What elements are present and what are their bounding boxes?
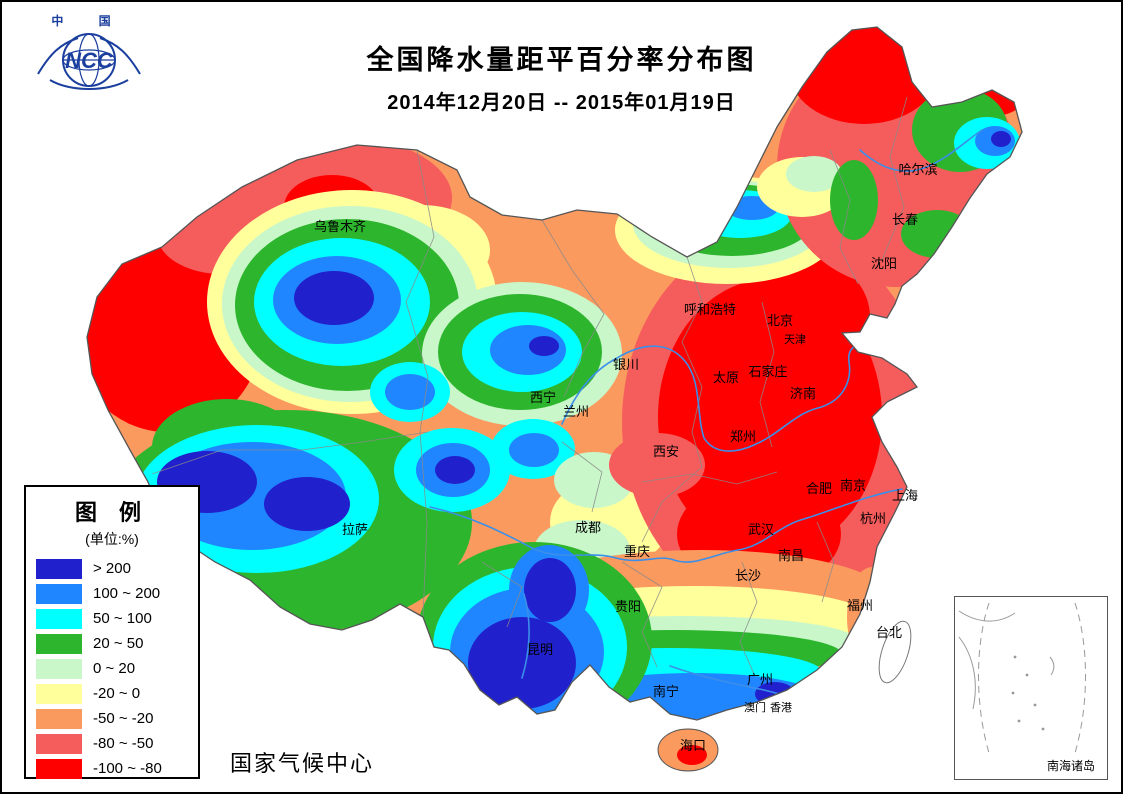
city-label: 南昌 — [778, 548, 804, 563]
city-label: 拉萨 — [342, 522, 368, 537]
south-china-sea-inset: 南海诸岛 — [954, 596, 1108, 780]
legend-box: 图 例 (单位:%) > 200 100 ~ 200 50 ~ 100 20 ~… — [24, 485, 200, 779]
city-label: 澳门 — [744, 700, 766, 714]
city-label: 太原 — [713, 370, 739, 385]
city-label: 哈尔滨 — [898, 162, 937, 177]
agency-name: 国家气候中心 — [230, 751, 375, 776]
city-label: 台北 — [876, 625, 902, 640]
legend-swatch — [36, 633, 82, 654]
legend-swatch — [36, 708, 82, 729]
legend-row: > 200 — [26, 556, 198, 581]
city-label: 福州 — [847, 598, 873, 613]
city-label: 乌鲁木齐 — [314, 219, 366, 234]
legend-label: 50 ~ 100 — [93, 610, 152, 627]
city-label: 西安 — [653, 444, 679, 459]
legend-rows: > 200 100 ~ 200 50 ~ 100 20 ~ 50 0 ~ 20 … — [26, 556, 198, 781]
legend-label: -100 ~ -80 — [93, 760, 162, 777]
city-label: 武汉 — [748, 522, 774, 537]
city-label: 合肥 — [806, 481, 832, 496]
city-label: 北京 — [767, 313, 793, 328]
city-label: 天津 — [784, 333, 806, 346]
city-label: 海口 — [680, 738, 706, 753]
legend-row: -20 ~ 0 — [26, 681, 198, 706]
legend-swatch — [36, 683, 82, 704]
city-label: 广州 — [747, 672, 773, 687]
city-label: 呼和浩特 — [684, 302, 736, 317]
legend-row: -50 ~ -20 — [26, 706, 198, 731]
legend-swatch — [36, 758, 82, 779]
city-label: 贵阳 — [615, 599, 641, 614]
date-range: 2014年12月20日 -- 2015年01月19日 — [387, 92, 736, 114]
city-label: 石家庄 — [748, 364, 787, 379]
city-label: 南宁 — [653, 684, 679, 699]
logo-acronym: NCC — [65, 48, 114, 73]
legend-label: -50 ~ -20 — [93, 710, 154, 727]
legend-swatch — [36, 558, 82, 579]
inset-label: 南海诸岛 — [1046, 759, 1095, 773]
city-label: 长沙 — [735, 568, 761, 583]
legend-title: 图 例 — [74, 500, 150, 525]
taiwan-island — [878, 620, 912, 684]
city-label: 重庆 — [624, 544, 650, 559]
legend-row: 20 ~ 50 — [26, 631, 198, 656]
city-label: 上海 — [892, 488, 918, 503]
logo-top-text: 中 国 — [51, 13, 126, 28]
city-label: 西宁 — [530, 390, 556, 405]
city-label: 昆明 — [527, 642, 553, 657]
city-label: 香港 — [770, 701, 792, 714]
legend-swatch — [36, 583, 82, 604]
legend-swatch — [36, 608, 82, 629]
hainan-island — [657, 728, 719, 772]
legend-unit: (单位:%) — [85, 531, 139, 547]
ncc-logo-icon: 中 国 NCC — [37, 13, 141, 90]
province-borders — [151, 96, 908, 675]
south-china-sea-inset-map — [958, 602, 1086, 754]
page-title: 全国降水量距平百分率分布图 — [366, 45, 757, 75]
city-label: 兰州 — [563, 404, 589, 419]
city-label: 郑州 — [730, 429, 756, 444]
legend-label: 20 ~ 50 — [93, 635, 144, 652]
city-label: 南京 — [840, 478, 866, 493]
city-label: 沈阳 — [871, 256, 897, 271]
legend-label: > 200 — [93, 560, 131, 577]
legend-label: 0 ~ 20 — [93, 660, 136, 677]
city-label: 杭州 — [860, 511, 886, 526]
legend-swatch — [36, 658, 82, 679]
legend-swatch — [36, 733, 82, 754]
legend-row: 100 ~ 200 — [26, 581, 198, 606]
city-label: 济南 — [790, 386, 816, 401]
city-label: 成都 — [575, 520, 601, 535]
legend-row: -100 ~ -80 — [26, 756, 198, 781]
legend-row: 0 ~ 20 — [26, 656, 198, 681]
legend-row: 50 ~ 100 — [26, 606, 198, 631]
legend-label: -80 ~ -50 — [93, 735, 154, 752]
city-label: 长春 — [892, 212, 918, 227]
legend-row: -80 ~ -50 — [26, 731, 198, 756]
city-label: 银川 — [613, 357, 639, 372]
china-border — [86, 26, 1023, 721]
legend-label: -20 ~ 0 — [93, 685, 141, 702]
river-lines — [429, 129, 983, 697]
legend-label: 100 ~ 200 — [93, 585, 161, 602]
